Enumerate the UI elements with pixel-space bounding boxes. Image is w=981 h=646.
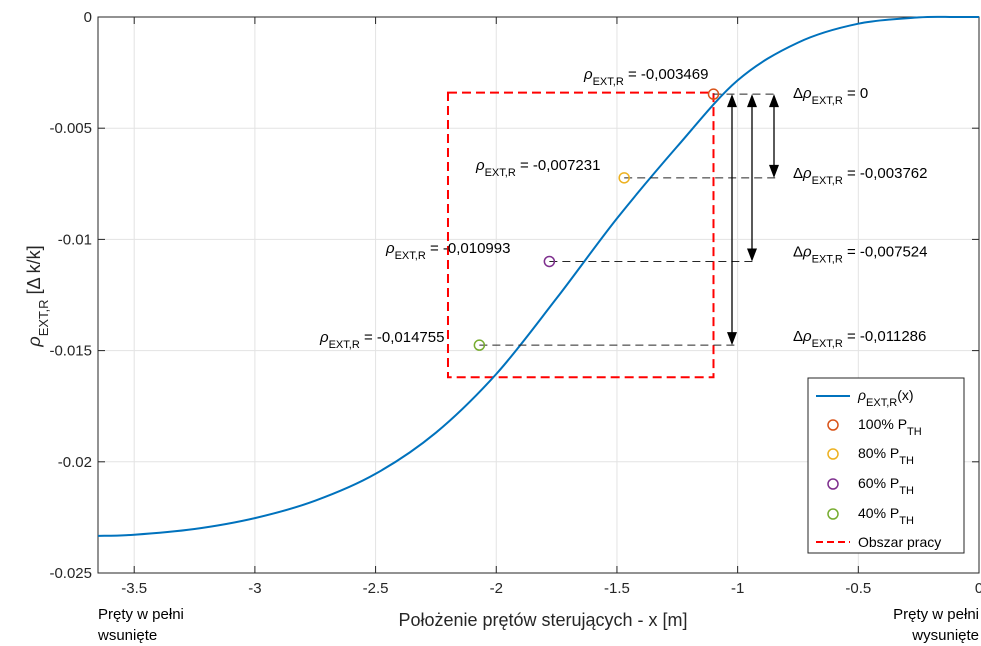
y-tick-label: -0.02	[58, 454, 92, 471]
delta-label: ΔρEXT,R = -0,011286	[793, 328, 926, 350]
legend-swatch-marker	[827, 478, 839, 490]
legend-entry-curve: ρEXT,R(x)	[857, 387, 914, 409]
arrow-head-up	[727, 94, 737, 108]
plot-frame	[97, 16, 980, 574]
markers	[473, 88, 720, 351]
legend-swatch-marker	[827, 419, 839, 431]
rho-curve-line	[97, 15, 980, 537]
legend-swatch-marker	[827, 508, 839, 520]
x-axis-label: Położenie prętów sterujących - x [m]	[398, 610, 687, 630]
y-tick-label: -0.01	[58, 231, 92, 248]
annotations: ρEXT,R = -0,003469 ΔρEXT,R = 0 ρEXT,R = -0…	[319, 66, 927, 351]
marker-40-percent	[473, 339, 486, 351]
legend-entry-point: 60% PTH	[858, 475, 914, 497]
x-tick-label: -1	[731, 580, 744, 597]
point-value-label: ρEXT,R = -0,007231	[475, 157, 600, 179]
legend: ρEXT,R(x) 100% PTH 80% PTH 60% PTH 40% PTH Ob…	[807, 377, 965, 554]
guide-lines	[479, 93, 778, 346]
point-value-label: ρEXT,R = -0,003469	[583, 66, 708, 88]
axes	[97, 16, 980, 574]
x-end-label-right-1: Pręty w pełni	[893, 606, 979, 623]
x-end-label-right-2: wysunięte	[911, 627, 979, 644]
delta-arrows	[727, 94, 779, 346]
arrow-head-up	[747, 94, 757, 108]
marker-100-percent	[707, 88, 720, 100]
delta-label: ΔρEXT,R = -0,003762	[793, 165, 927, 187]
arrow-head-down	[747, 248, 757, 262]
x-tick-label: -2.5	[363, 580, 389, 597]
legend-entry-point: 40% PTH	[858, 505, 914, 527]
delta-label: ΔρEXT,R = -0,007524	[793, 243, 927, 265]
x-tick-label: -0.5	[845, 580, 871, 597]
delta-label: ΔρEXT,R = 0	[793, 85, 868, 107]
legend-entry-point: 100% PTH	[858, 416, 922, 438]
arrow-head-up	[769, 94, 779, 108]
y-tick-label: -0.025	[49, 565, 92, 582]
legend-box	[807, 377, 965, 554]
point-value-label: ρEXT,R = -0,010993	[385, 240, 510, 262]
legend-entry-point: 80% PTH	[858, 445, 914, 467]
marker-60-percent	[543, 255, 556, 268]
y-axis-label: ρEXT,R [Δ k/k]	[24, 245, 51, 347]
marker-80-percent	[618, 172, 630, 184]
curve-layer	[97, 15, 980, 537]
tick-labels: -3.5 -3 -2.5 -2 -1.5 -1 -0.5 0 0 -0.005 -0.01 -0.01…	[49, 9, 981, 597]
x-end-label-left-1: Pręty w pełni	[98, 606, 184, 623]
x-tick-label: -3.5	[121, 580, 147, 597]
x-tick-label: -3	[248, 580, 261, 597]
x-tick-label: -1.5	[604, 580, 630, 597]
y-tick-label: 0	[84, 9, 92, 26]
x-tick-label: 0	[975, 580, 981, 597]
arrow-head-down	[769, 164, 779, 178]
work-area-rect	[446, 91, 715, 379]
y-tick-label: -0.005	[49, 120, 92, 137]
work-area-layer	[446, 91, 715, 379]
arrow-head-down	[727, 332, 737, 346]
legend-swatch-marker	[827, 448, 839, 460]
point-value-label: ρEXT,R = -0,014755	[319, 329, 444, 351]
x-tick-label: -2	[490, 580, 503, 597]
legend-entry-work-area: Obszar pracy	[858, 534, 941, 550]
y-tick-label: -0.015	[49, 343, 92, 360]
x-end-label-left-2: wsunięte	[97, 627, 157, 644]
